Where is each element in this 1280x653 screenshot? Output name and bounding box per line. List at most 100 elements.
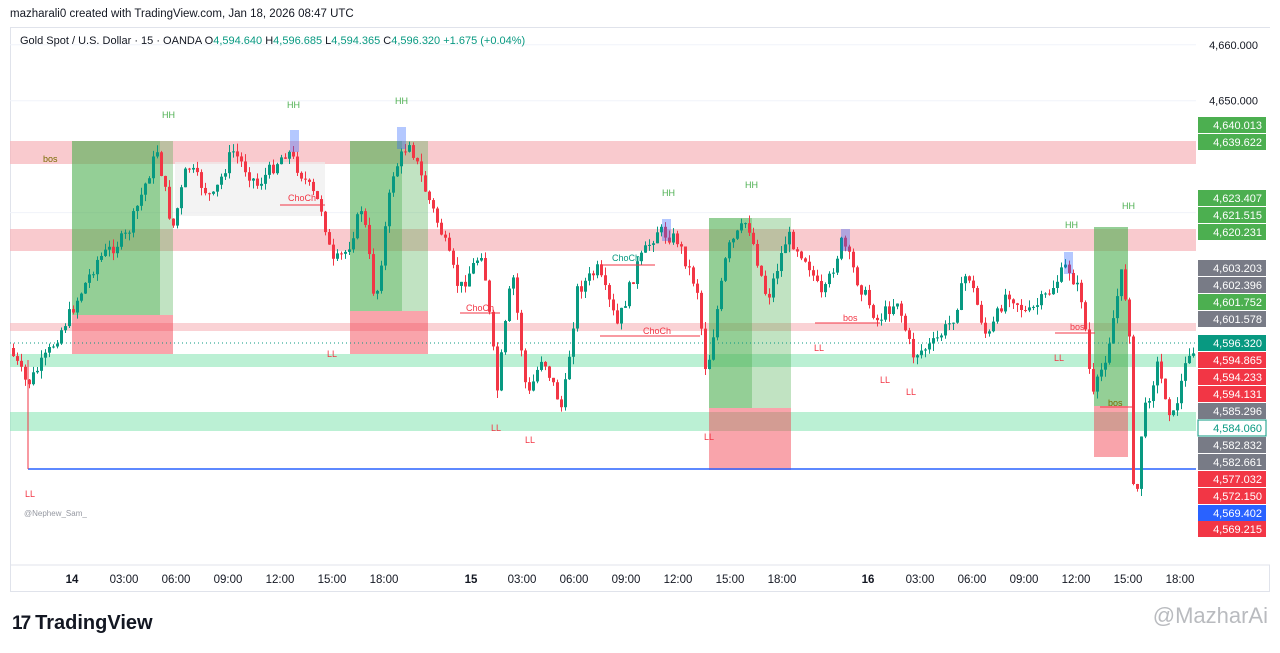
candle (228, 152, 231, 174)
candle (680, 244, 683, 247)
candle (312, 181, 315, 192)
candle (1128, 299, 1131, 337)
candle (1188, 355, 1191, 364)
candle (464, 281, 467, 287)
candle (468, 273, 471, 287)
candle (832, 272, 835, 274)
candle (40, 357, 43, 371)
annotation-label: HH (162, 110, 175, 120)
time-tick-label: 06:00 (162, 574, 191, 586)
candle (820, 281, 823, 293)
candle (672, 233, 675, 243)
candle (432, 200, 435, 209)
candle (440, 222, 443, 235)
supply-zone (10, 229, 1196, 251)
candle (1184, 363, 1187, 381)
candle (488, 280, 491, 312)
time-tick-label: 14 (66, 574, 79, 586)
price-label-tag (1198, 521, 1266, 537)
annotation-label: HH (1122, 201, 1135, 211)
candle (732, 238, 735, 243)
candle (1012, 299, 1015, 304)
time-tick-label: 12:00 (1062, 574, 1091, 586)
change-value: +1.675 (+0.04%) (443, 35, 526, 47)
candle (1132, 336, 1135, 484)
candle (944, 324, 947, 336)
annotation-label: LL (525, 435, 535, 445)
author-watermark: @MazharAi (1152, 603, 1268, 628)
candle (644, 245, 647, 253)
highlight-candle (841, 229, 850, 251)
candle (20, 360, 23, 367)
candle (340, 253, 343, 255)
candle (888, 306, 891, 315)
time-tick-label: 12:00 (266, 574, 295, 586)
candle (788, 231, 791, 245)
candle (988, 331, 991, 334)
candle (264, 174, 267, 184)
price-label-text: 4,621.515 (1213, 210, 1262, 222)
candle (128, 232, 131, 234)
price-label-tag (1198, 134, 1266, 150)
annotation-label: LL (327, 349, 337, 359)
price-label-text: 4,640.013 (1213, 120, 1262, 132)
candle (220, 176, 223, 185)
annotation-label: LL (491, 423, 501, 433)
bull-box (1094, 227, 1128, 406)
candle (1192, 353, 1195, 356)
price-label-text: 4,620.231 (1213, 227, 1262, 239)
candle (716, 309, 719, 338)
candle (420, 161, 423, 176)
candle (556, 382, 559, 400)
indicator-author: @Nephew_Sam_ (24, 509, 87, 518)
candle (472, 262, 475, 274)
candle (840, 237, 843, 259)
candle (1052, 288, 1055, 295)
annotation-label: ChoCh (612, 253, 640, 263)
candle (824, 284, 827, 293)
symbol-name[interactable]: Gold Spot / U.S. Dollar · 15 · OANDA (20, 35, 202, 47)
price-label-tag (1198, 260, 1266, 276)
candle (904, 315, 907, 331)
candle (436, 208, 439, 223)
annotation-label: HH (745, 180, 758, 190)
candle (188, 168, 191, 170)
candle (924, 349, 927, 351)
candle (60, 330, 63, 344)
candle (284, 157, 287, 159)
high-label: H (265, 35, 274, 47)
time-tick-label: 15:00 (318, 574, 347, 586)
bear-box (1094, 406, 1128, 457)
candle (52, 346, 55, 348)
candle (1136, 483, 1139, 489)
annotation-label: LL (704, 432, 714, 442)
candle (664, 226, 667, 238)
candle (176, 208, 179, 226)
time-tick-label: 09:00 (214, 574, 243, 586)
price-label-text: 4,601.752 (1213, 297, 1262, 309)
candle (140, 194, 143, 206)
time-tick-label: 15 (465, 574, 478, 586)
price-label-tag (1198, 335, 1266, 351)
candle (192, 167, 195, 170)
candle (324, 211, 327, 233)
candle (332, 244, 335, 259)
candle (544, 361, 547, 367)
price-label-text: 4,569.215 (1213, 524, 1262, 536)
tradingview-logo[interactable]: 17 TradingView (12, 612, 153, 635)
candle (796, 249, 799, 252)
candle (248, 172, 251, 181)
candle (296, 156, 299, 173)
bear-box (709, 408, 791, 470)
candle (108, 246, 111, 250)
candle (500, 352, 503, 391)
candle (800, 251, 803, 259)
candle (460, 281, 463, 286)
candle (276, 164, 279, 174)
candle (916, 355, 919, 358)
candle (452, 250, 455, 265)
candle (224, 173, 227, 177)
candle (932, 338, 935, 344)
candle (308, 179, 311, 182)
